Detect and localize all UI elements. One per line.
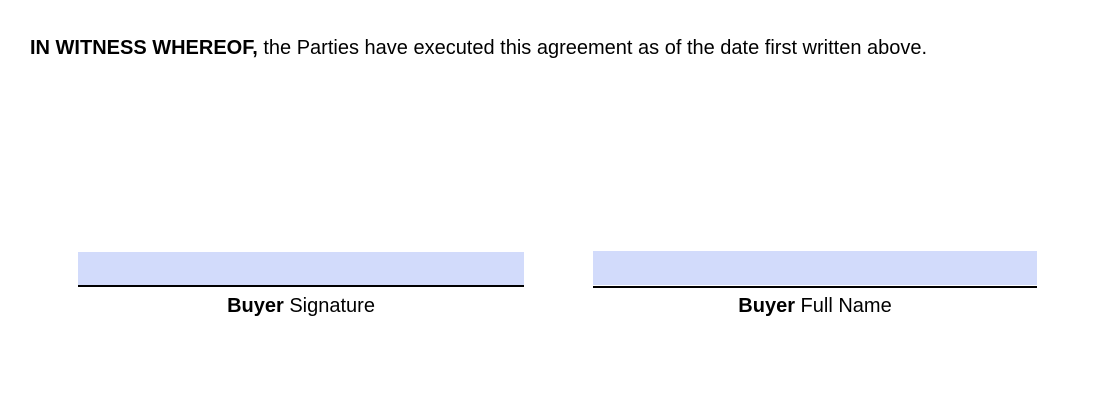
buyer-signature-block: Buyer Signature	[78, 252, 524, 318]
buyer-signature-field[interactable]	[78, 252, 524, 287]
buyer-signature-role: Buyer	[227, 295, 284, 317]
witness-text: the Parties have executed this agreement…	[257, 37, 928, 59]
buyer-signature-label: Signature	[283, 295, 375, 317]
buyer-full-name-field[interactable]	[593, 251, 1037, 288]
witness-statement: IN WITNESS WHEREOF, the Parties have exe…	[30, 35, 927, 61]
witness-lead: IN WITNESS WHEREOF,	[30, 37, 258, 59]
buyer-full-name-block: Buyer Full Name	[593, 251, 1037, 318]
buyer-full-name-role: Buyer	[738, 295, 795, 317]
buyer-full-name-label: Full Name	[795, 295, 892, 317]
buyer-full-name-caption: Buyer Full Name	[593, 294, 1037, 318]
buyer-signature-caption: Buyer Signature	[78, 294, 524, 318]
